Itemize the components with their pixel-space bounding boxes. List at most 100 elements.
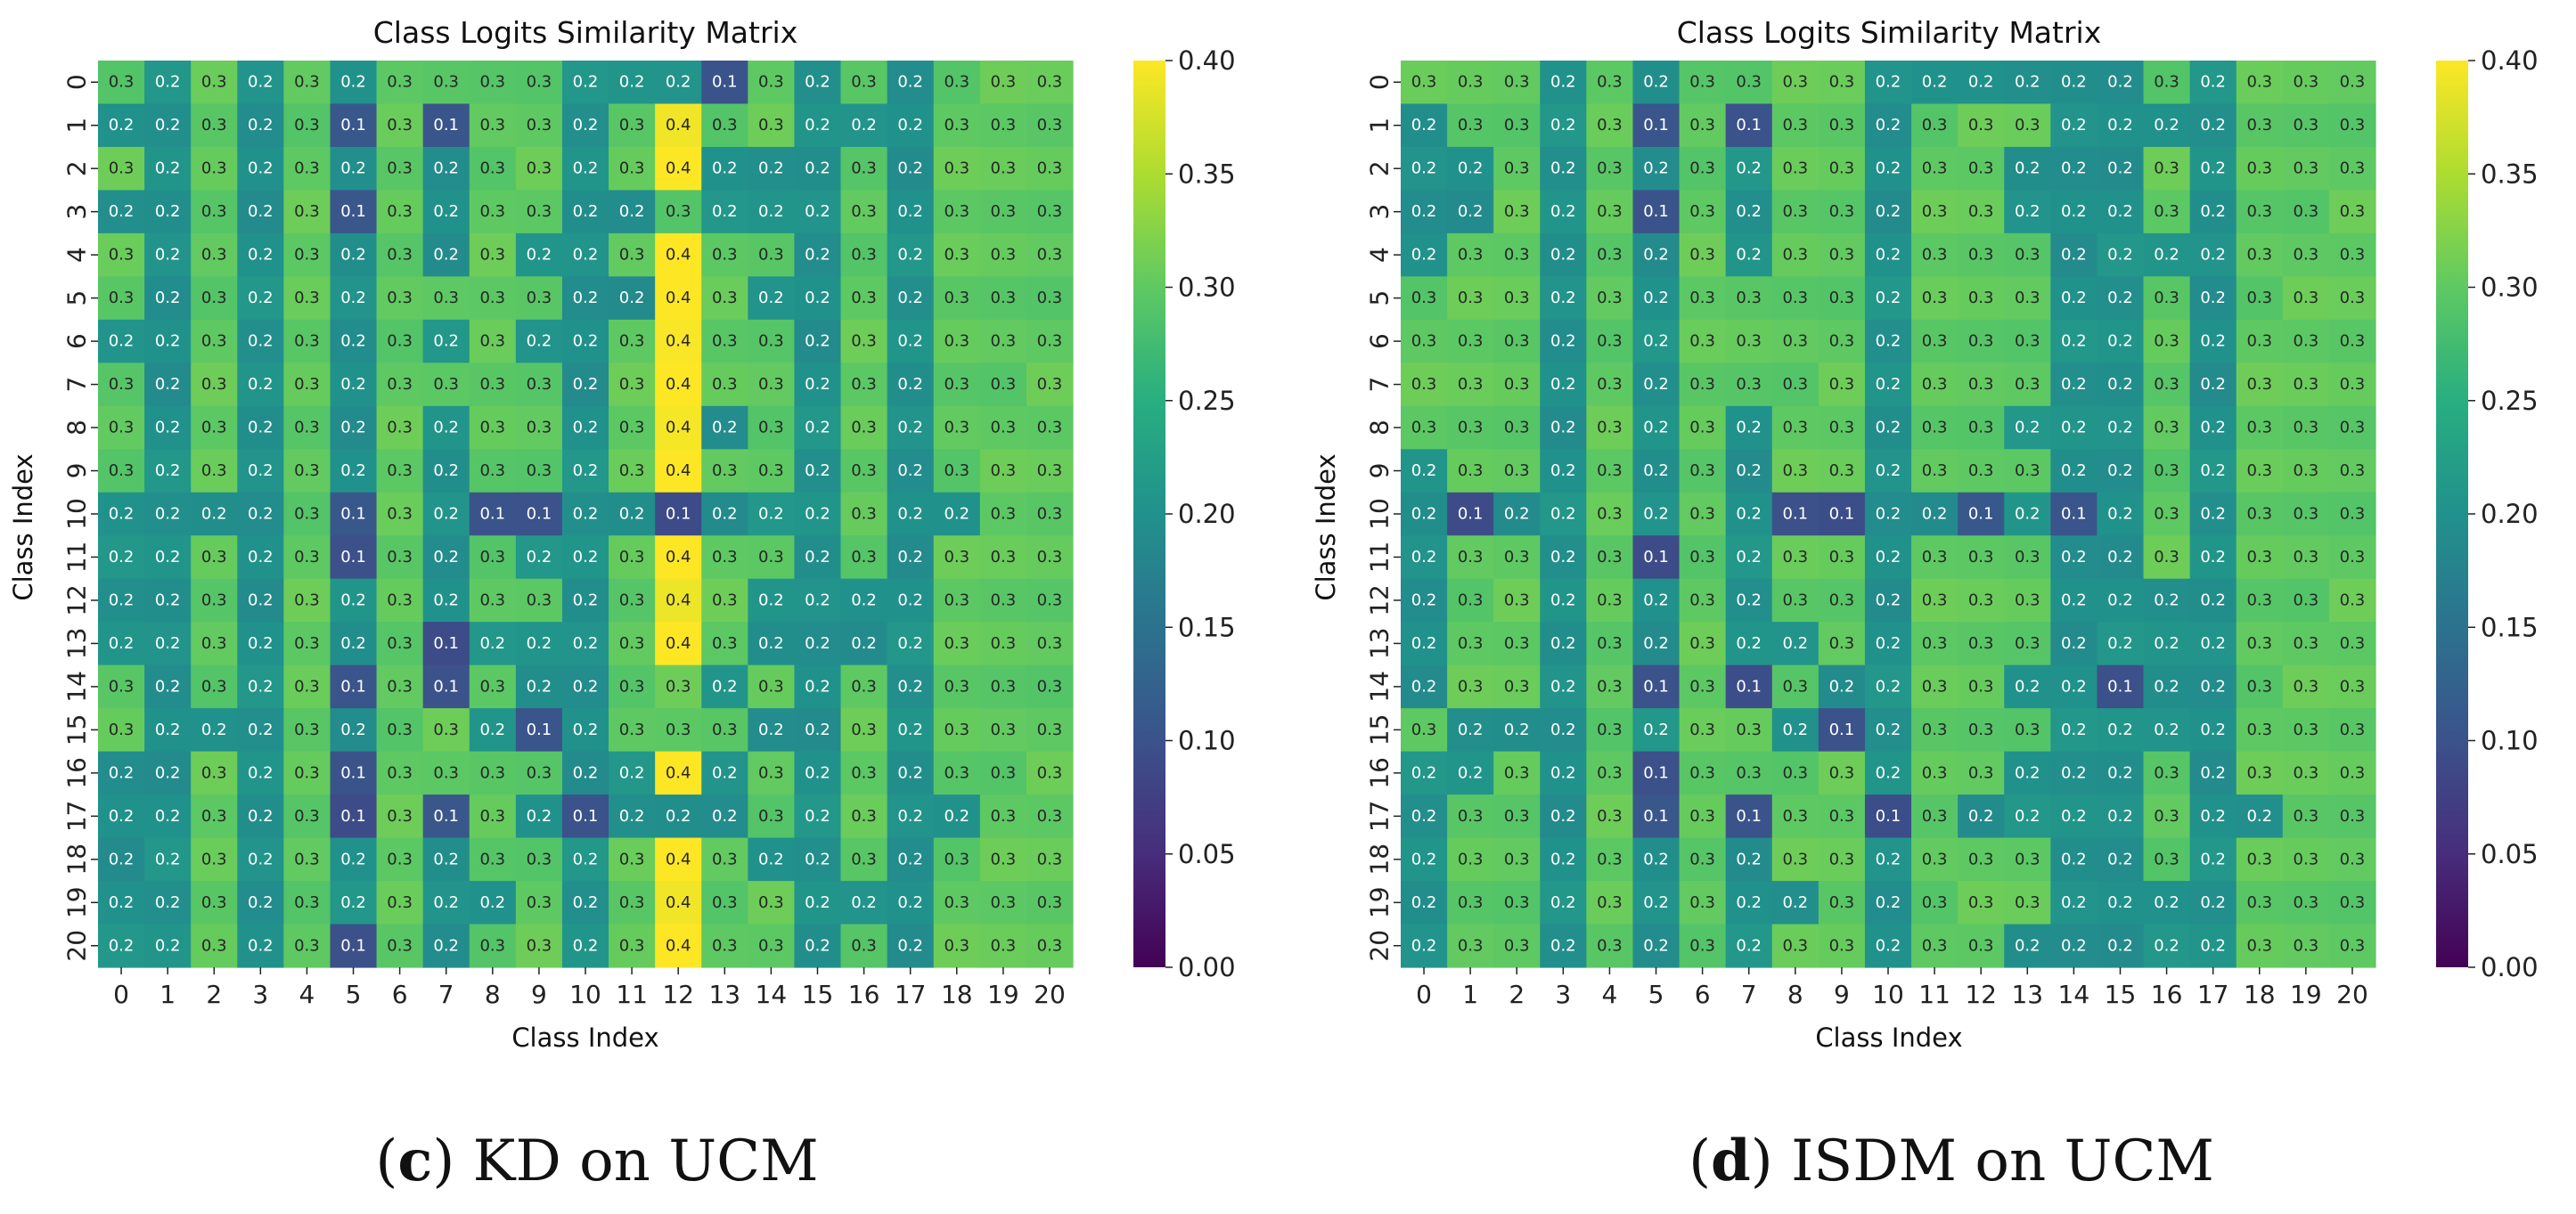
heatmap-cell: [2143, 276, 2191, 321]
colorbar-tick-label: 0.40: [1178, 45, 1236, 76]
heatmap-cell-label: 0.2: [155, 116, 181, 134]
heatmap-cell-label: 0.2: [1411, 936, 1437, 955]
heatmap-cell-label: 0.3: [1458, 419, 1484, 437]
heatmap-cell: [979, 276, 1027, 321]
heatmap-cell: [2050, 622, 2098, 666]
heatmap-cell: [98, 837, 145, 882]
heatmap-cell: [561, 924, 609, 968]
heatmap-cell: [98, 276, 145, 321]
heatmap-cell-label: 0.3: [1689, 893, 1715, 912]
heatmap-cell-label: 0.3: [2294, 73, 2319, 92]
heatmap-cell: [887, 708, 935, 753]
heatmap-cell: [561, 61, 609, 105]
heatmap-cell: [887, 61, 935, 105]
heatmap-cell: [2189, 578, 2237, 623]
heatmap-cell: [237, 751, 284, 795]
heatmap-cell: [2236, 319, 2284, 363]
heatmap-cell: [933, 363, 981, 407]
heatmap-cell: [1725, 449, 1773, 493]
heatmap-cell: [979, 751, 1027, 795]
heatmap-cell: [1026, 492, 1074, 536]
heatmap-cell-label: 0.3: [1782, 807, 1808, 826]
heatmap-cell: [1493, 924, 1541, 968]
heatmap-cell-label: 0.2: [433, 850, 459, 868]
heatmap-cell: [237, 190, 284, 234]
heatmap-cell-label: 0.3: [1968, 763, 1994, 782]
heatmap-cell: [933, 578, 981, 623]
colorbar-ticks-d: 0.000.050.100.150.200.250.300.350.40: [2468, 45, 2539, 982]
heatmap-cell: [2050, 492, 2098, 536]
heatmap-cell: [191, 146, 238, 191]
y-tick-label: 7: [1365, 377, 1394, 393]
heatmap-cell-label: 0.3: [201, 807, 227, 826]
heatmap-cell: [98, 61, 145, 105]
heatmap-cell-label: 0.2: [1876, 634, 1901, 653]
heatmap-cell-label: 0.3: [294, 116, 320, 134]
heatmap-cell-label: 0.3: [1782, 246, 1808, 265]
heatmap-cell-label: 0.2: [2061, 332, 2087, 351]
heatmap-cell-label: 0.3: [1458, 289, 1484, 307]
y-tick-label: 7: [62, 377, 92, 393]
heatmap-cell-label: 0.2: [248, 332, 274, 351]
x-tick-label: 0: [1416, 980, 1432, 1009]
heatmap-cell-label: 0.2: [2154, 634, 2179, 653]
heatmap-cell-label: 0.2: [897, 73, 923, 92]
heatmap-cell: [2328, 837, 2376, 882]
heatmap-cell-label: 0.3: [991, 807, 1017, 826]
heatmap-cell-label: 0.2: [1411, 807, 1437, 826]
heatmap-cell-label: 0.3: [201, 116, 227, 134]
heatmap-cell-label: 0.3: [758, 73, 784, 92]
heatmap-cell: [330, 535, 378, 580]
heatmap-cell: [422, 751, 470, 795]
heatmap-cell: [1540, 363, 1587, 407]
heatmap-cell: [1401, 794, 1448, 839]
heatmap-cell: [515, 190, 563, 234]
heatmap-cell-label: 0.3: [991, 763, 1017, 782]
heatmap-cell-label: 0.3: [2294, 893, 2319, 912]
heatmap-cell: [887, 232, 935, 277]
heatmap-cell-label: 0.3: [1736, 73, 1762, 92]
heatmap-cell: [794, 578, 842, 623]
heatmap-cell: [887, 794, 935, 839]
heatmap-cell: [794, 363, 842, 407]
heatmap-cell-label: 0.2: [2061, 763, 2087, 782]
heatmap-cell-label: 0.3: [619, 461, 645, 480]
heatmap-cell-label: 0.3: [387, 591, 413, 609]
heatmap-cell-label: 0.2: [479, 893, 505, 912]
x-tick-label: 5: [1648, 980, 1664, 1009]
heatmap-cell-label: 0.3: [2294, 159, 2319, 178]
heatmap-cell: [1864, 492, 1912, 536]
heatmap-cell-label: 0.3: [2340, 807, 2366, 826]
heatmap-cell: [2050, 276, 2098, 321]
heatmap-cell: [422, 363, 470, 407]
heatmap-cell: [840, 190, 888, 234]
heatmap-cell-label: 0.2: [1876, 936, 1901, 955]
heatmap-cell: [422, 276, 470, 321]
heatmap-cell-label: 0.3: [201, 936, 227, 955]
heatmap-cell: [1911, 319, 1959, 363]
heatmap-cell: [237, 881, 284, 925]
y-tick-label: 8: [62, 420, 92, 436]
heatmap-cell: [1911, 190, 1959, 234]
y-axis-label-d: Class Index: [1311, 453, 1341, 600]
heatmap-cell: [701, 363, 748, 407]
heatmap-cell: [330, 276, 378, 321]
heatmap-cell-label: 0.2: [1411, 634, 1437, 653]
heatmap-cell: [376, 232, 424, 277]
heatmap-cell: [2282, 190, 2330, 234]
heatmap-cell-label: 0.2: [2015, 936, 2040, 955]
heatmap-cell: [1540, 535, 1587, 580]
heatmap-cell-label: 0.3: [944, 159, 969, 178]
heatmap-cell-label: 0.3: [527, 591, 552, 609]
heatmap-cell: [887, 319, 935, 363]
colorbar-tick-label: 0.10: [1178, 726, 1236, 756]
heatmap-cell-label: 0.3: [294, 246, 320, 265]
x-tick-label: 10: [569, 980, 601, 1009]
heatmap-cell-label: 0.3: [2340, 116, 2366, 134]
heatmap-cell: [283, 146, 331, 191]
heatmap-cell: [283, 103, 331, 148]
heatmap-cell: [1401, 664, 1448, 709]
heatmap-cell-label: 0.2: [897, 246, 923, 265]
heatmap-cell-label: 0.3: [1782, 763, 1808, 782]
heatmap-cell: [887, 578, 935, 623]
